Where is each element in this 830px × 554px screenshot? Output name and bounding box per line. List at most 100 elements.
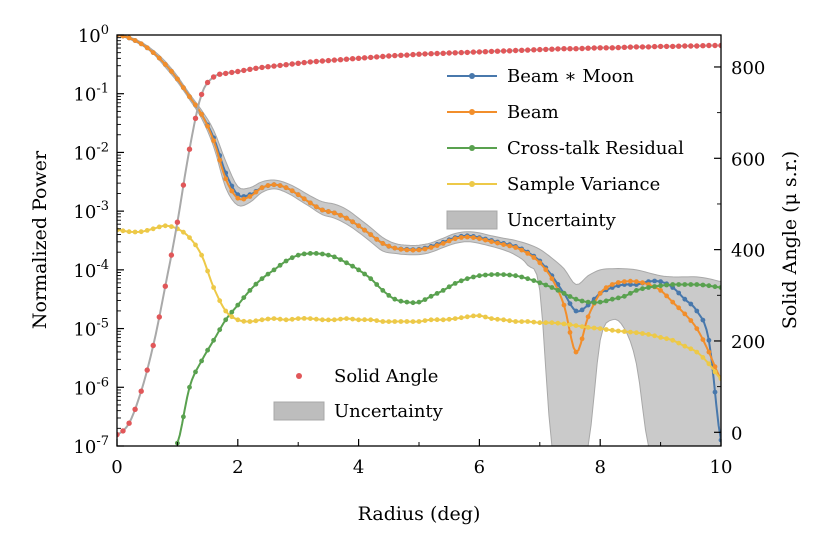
- point-sample-variance: [706, 361, 712, 367]
- legend-entry-beam: Beam: [447, 102, 559, 123]
- series-solid-angle: [117, 42, 721, 438]
- point-solid-angle: [150, 342, 156, 349]
- point-solid-angle: [355, 55, 362, 61]
- point-sample-variance: [513, 319, 518, 324]
- point-beam: [350, 219, 355, 225]
- point-solid-angle: [404, 52, 410, 58]
- point-cross-talk-residual: [326, 252, 331, 258]
- point-sample-variance: [169, 224, 174, 230]
- point-solid-angle: [162, 283, 168, 289]
- point-solid-angle: [651, 43, 658, 50]
- point-sample-variance: [525, 319, 531, 324]
- point-sample-variance: [537, 320, 543, 326]
- point-solid-angle: [132, 406, 138, 412]
- point-beam: [283, 185, 289, 191]
- point-solid-angle: [561, 46, 567, 52]
- point-sample-variance: [350, 316, 355, 322]
- point-sample-variance: [380, 319, 386, 324]
- legend-label: Sample Variance: [507, 174, 660, 195]
- point-solid-angle: [543, 46, 549, 53]
- point-solid-angle: [567, 46, 573, 52]
- point-sample-variance: [126, 229, 132, 235]
- point-cross-talk-residual: [706, 283, 712, 289]
- y-tick-label: 10-7: [73, 434, 109, 458]
- point-cross-talk-residual: [712, 284, 718, 290]
- legend-main: Beam ∗ Moon Beam Cross-talk Residual Sample…: [446, 66, 684, 231]
- point-solid-angle: [223, 70, 229, 77]
- point-beam: [126, 35, 132, 41]
- point-solid-angle: [639, 44, 646, 50]
- x-tick-label: 0: [111, 457, 122, 478]
- point-cross-talk-residual: [507, 272, 512, 278]
- point-cross-talk-residual: [320, 251, 325, 257]
- point-beam: [392, 245, 398, 251]
- y2-tick-label: 800: [731, 58, 765, 79]
- point-solid-angle: [368, 54, 374, 61]
- point-cross-talk-residual: [682, 282, 688, 287]
- point-beam: [446, 238, 452, 244]
- point-cross-talk-residual: [398, 298, 404, 304]
- point-sample-variance: [181, 229, 186, 235]
- point-beam: [422, 246, 428, 252]
- point-solid-angle: [494, 48, 501, 54]
- point-cross-talk-residual: [380, 288, 386, 293]
- y2-tick-label: 200: [731, 332, 765, 353]
- point-sample-variance: [307, 316, 313, 321]
- point-sample-variance: [646, 332, 651, 337]
- point-solid-angle: [289, 61, 295, 67]
- point-sample-variance: [313, 316, 319, 322]
- point-beam: [193, 102, 198, 108]
- point-beam: [368, 232, 374, 238]
- legend-entry-uncertainty: Uncertainty: [273, 401, 444, 422]
- point-beam: [362, 227, 367, 233]
- legend-label: Beam ∗ Moon: [507, 66, 634, 87]
- y-tick-label: 10-3: [73, 199, 109, 223]
- point-cross-talk-residual: [187, 384, 192, 390]
- point-beam: [507, 243, 512, 249]
- point-sample-variance: [247, 319, 253, 324]
- point-sample-variance: [356, 317, 361, 323]
- y-tick-label: 10-2: [73, 140, 109, 164]
- point-cross-talk-residual: [688, 282, 694, 287]
- point-cross-talk-residual: [597, 299, 603, 305]
- point-cross-talk-residual: [205, 347, 211, 353]
- point-beam: [217, 157, 223, 163]
- point-sample-variance: [277, 316, 283, 322]
- point-beam-moon: [676, 290, 682, 296]
- point-cross-talk-residual: [289, 255, 295, 261]
- point-cross-talk-residual: [700, 282, 706, 288]
- point-sample-variance: [326, 317, 331, 323]
- point-solid-angle: [688, 43, 694, 49]
- point-sample-variance: [628, 329, 633, 335]
- point-solid-angle: [694, 43, 700, 49]
- point-solid-angle: [380, 53, 386, 60]
- point-beam: [156, 55, 162, 61]
- point-solid-angle: [210, 74, 217, 80]
- point-solid-angle: [265, 63, 271, 70]
- point-solid-angle: [295, 60, 301, 66]
- point-beam: [483, 237, 488, 243]
- point-sample-variance: [193, 242, 198, 248]
- point-cross-talk-residual: [374, 282, 380, 287]
- point-cross-talk-residual: [265, 271, 271, 277]
- point-cross-talk-residual: [223, 317, 229, 323]
- point-beam: [670, 299, 676, 305]
- point-sample-variance: [543, 320, 549, 326]
- point-sample-variance: [489, 316, 494, 321]
- point-solid-angle: [645, 44, 652, 50]
- point-cross-talk-residual: [386, 293, 392, 298]
- point-cross-talk-residual: [652, 284, 657, 289]
- point-solid-angle: [204, 79, 211, 86]
- point-cross-talk-residual: [676, 282, 682, 287]
- point-beam: [380, 241, 386, 246]
- point-cross-talk-residual: [368, 276, 374, 282]
- point-beam: [404, 247, 410, 253]
- x-tick-label: 4: [353, 457, 364, 478]
- point-beam: [434, 243, 440, 249]
- point-cross-talk-residual: [332, 254, 337, 260]
- point-cross-talk-residual: [295, 252, 301, 258]
- point-solid-angle: [247, 66, 253, 73]
- point-solid-angle: [313, 58, 319, 65]
- point-sample-variance: [120, 228, 126, 234]
- point-beam: [477, 236, 482, 242]
